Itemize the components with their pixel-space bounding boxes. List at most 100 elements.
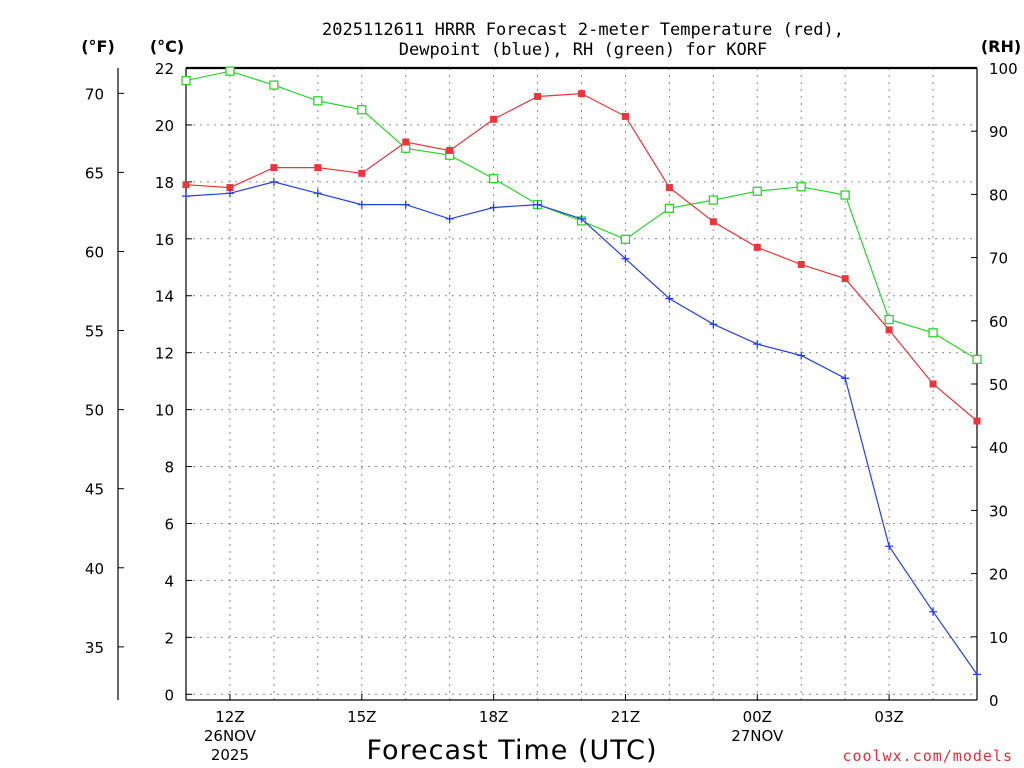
temperature-point (490, 115, 498, 123)
rh-point (664, 203, 675, 213)
temperature-point (973, 417, 981, 425)
celsius-tick-label: 0 (164, 686, 174, 704)
dewpoint-point (841, 374, 850, 383)
temperature-point (753, 243, 761, 251)
dewpoint-point (533, 200, 542, 209)
temperature-point (314, 164, 322, 172)
chart-title-line1: 2025112611 HRRR Forecast 2-meter Tempera… (322, 20, 844, 40)
rh-tick-label: 10 (989, 629, 1008, 647)
rh-tick-label: 20 (989, 566, 1008, 584)
x-tick-label: 03Z (874, 708, 903, 726)
dewpoint-point (489, 203, 498, 212)
temperature-point (578, 90, 585, 98)
rh-point (488, 173, 499, 184)
temperature-point (665, 184, 673, 192)
celsius-tick-label: 22 (155, 60, 174, 78)
dewpoint-point (973, 670, 981, 679)
axes: 35 40 45 50 55 60 65 70 0 2 4 6 8 10 12 14 16 18 20 22 0 10 20… (85, 60, 1018, 764)
dewpoint-point (797, 351, 806, 360)
fahrenheit-tick-label: 65 (85, 164, 104, 182)
rh-tick-label: 40 (989, 439, 1008, 457)
dewpoint-point (929, 607, 938, 616)
temperature-point (841, 275, 849, 283)
temperature-point (709, 218, 717, 226)
rh-tick-label: 100 (989, 60, 1018, 78)
celsius-tick-label: 18 (155, 174, 174, 192)
x-tick-label: 18Z (479, 708, 508, 726)
temperature-point (358, 169, 366, 177)
dewpoint-point (225, 189, 234, 198)
dewpoint-point (269, 177, 278, 186)
temperature-point (270, 164, 278, 172)
celsius-tick-label: 10 (155, 402, 174, 420)
rh-point (225, 66, 235, 76)
rh-tick-label: 30 (989, 502, 1008, 520)
x-tick-year-label: 2025 (211, 746, 249, 764)
rh-point (708, 195, 718, 205)
temperature-point (182, 181, 190, 189)
x-tick-label: 00Z (743, 708, 772, 726)
rh-point (752, 186, 762, 196)
rh-point (269, 80, 279, 90)
temperature-point (797, 260, 805, 268)
fahrenheit-tick-label: 35 (85, 639, 104, 657)
credit-text: coolwx.com/models (842, 747, 1013, 765)
temperature-point (446, 147, 454, 155)
rh-unit-label: (RH) (981, 37, 1021, 56)
fahrenheit-tick-label: 55 (85, 323, 104, 341)
rh-point (357, 105, 367, 115)
celsius-tick-label: 2 (164, 629, 174, 647)
temperature-point (621, 112, 629, 120)
celsius-tick-label: 4 (164, 572, 174, 590)
temperature-point (885, 326, 893, 334)
rh-point (840, 190, 850, 200)
rh-point (928, 328, 938, 338)
fahrenheit-tick-label: 45 (85, 481, 104, 499)
fahrenheit-tick-label: 60 (85, 243, 104, 261)
rh-tick-label: 80 (989, 186, 1008, 204)
temperature-point (929, 380, 937, 388)
celsius-tick-label: 8 (164, 459, 174, 477)
fahrenheit-tick-label: 40 (85, 560, 104, 578)
dewpoint-point (621, 254, 630, 263)
dewpoint-point (357, 200, 366, 209)
x-tick-date-label: 26NOV (204, 727, 257, 745)
rh-point (884, 314, 894, 325)
rh-point (181, 75, 191, 86)
rh-tick-label: 70 (989, 250, 1008, 268)
chart-title-line2: Dewpoint (blue), RH (green) for KORF (399, 40, 767, 60)
x-tick-label: 12Z (215, 708, 244, 726)
dewpoint-point (709, 320, 718, 329)
x-tick-label: 15Z (347, 708, 376, 726)
celsius-unit-label: (°C) (150, 37, 184, 56)
dewpoint-point (577, 214, 586, 223)
dewpoint-point (885, 542, 894, 551)
celsius-tick-label: 6 (164, 515, 174, 533)
celsius-tick-label: 14 (155, 288, 174, 306)
rh-tick-label: 0 (989, 692, 999, 710)
rh-point (620, 234, 631, 244)
temperature-point (534, 92, 542, 100)
dewpoint-point (753, 340, 762, 349)
dewpoint-point (665, 294, 674, 303)
x-tick-label: 21Z (611, 708, 640, 726)
dewpoint-point (313, 189, 322, 198)
rh-point (313, 96, 323, 106)
rh-tick-label: 90 (989, 123, 1008, 141)
fahrenheit-unit-label: (°F) (81, 37, 115, 56)
rh-tick-label: 50 (989, 376, 1008, 394)
rh-tick-label: 60 (989, 313, 1008, 331)
x-tick-date-label: 27NOV (731, 727, 784, 745)
dewpoint-point (182, 192, 190, 201)
celsius-tick-label: 16 (155, 231, 174, 249)
dewpoint-point (401, 200, 410, 209)
rh-point (972, 354, 982, 365)
temperature-point (402, 138, 410, 146)
celsius-tick-label: 12 (155, 345, 174, 363)
grid (186, 67, 977, 700)
celsius-tick-label: 20 (155, 117, 174, 135)
temperature-point (226, 184, 234, 192)
x-axis-label: Forecast Time (UTC) (366, 735, 657, 766)
fahrenheit-tick-label: 70 (85, 85, 104, 103)
